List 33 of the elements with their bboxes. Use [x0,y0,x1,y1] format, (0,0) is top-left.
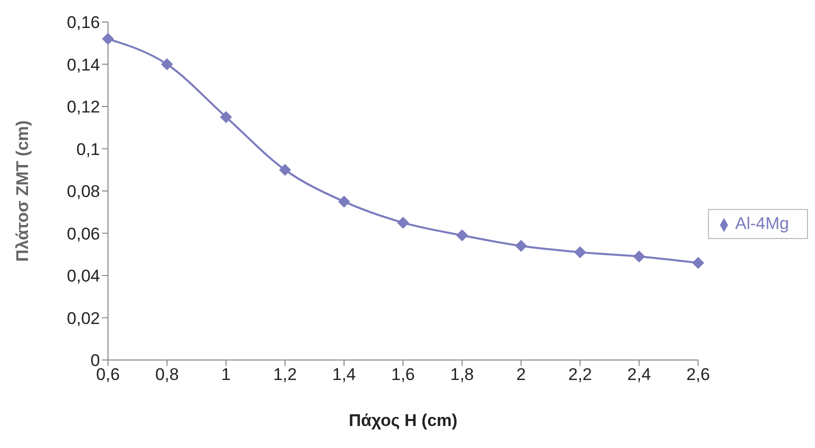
point [102,32,114,45]
point [692,256,704,269]
x-tick-label: 2,4 [627,365,651,384]
point [515,240,528,252]
x-tick-label: 1,8 [450,365,474,384]
x-tick-label: 0,8 [155,365,179,384]
y-tick-label: 0,12 [66,98,100,117]
x-tick-label: 1,2 [273,365,297,384]
x-tick-label: 2,6 [686,365,710,384]
x-axis-title: Πάχος H (cm) [348,411,458,430]
x-tick-label: 2 [516,365,526,384]
y-tick-label: 0,06 [66,224,100,244]
point [633,250,646,262]
point [338,196,350,208]
y-tick-label: 0,08 [66,182,100,202]
point [161,58,174,70]
y-tick-label: 0,02 [66,308,100,328]
x-tick-label: 0,6 [96,365,120,384]
point [220,111,232,124]
point [397,216,410,229]
y-axis-title: Πλάτοσ ZMT (cm) [13,120,32,262]
x-tick-label: 1,6 [391,365,415,384]
legend-label: Al-4Mg [735,214,789,233]
y-tick-label: 0,14 [66,55,100,74]
x-tick-label: 2,2 [568,365,592,384]
point [279,164,292,176]
y-tick-label: 0,16 [66,13,100,32]
x-tick-label: 1,4 [332,365,356,384]
point [574,246,586,258]
y-tick-label: 0,04 [66,266,100,286]
point [456,229,468,242]
x-tick-label: 1 [221,365,231,384]
y-tick-label: 0,1 [76,140,100,159]
